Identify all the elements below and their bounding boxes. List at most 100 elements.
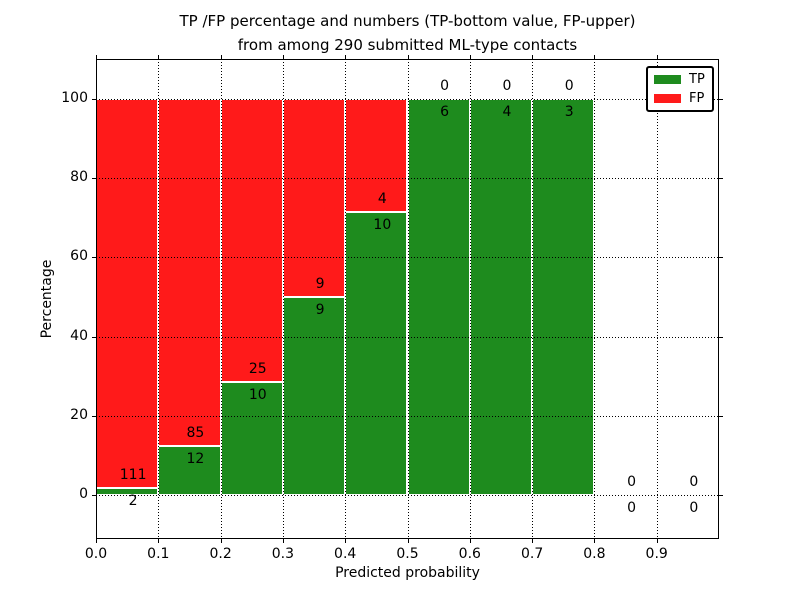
y-axis-label: Percentage [39, 259, 55, 339]
y-tick-label: 100 [61, 89, 88, 106]
vertical-gridline [407, 59, 409, 539]
fp-bar-segment [158, 98, 221, 447]
x-tick-label: 0.5 [396, 546, 419, 562]
y-right-tick-mark [719, 98, 723, 100]
fp-count-label: 0 [502, 77, 512, 94]
x-tick-label: 0.8 [583, 546, 606, 562]
x-tick-label: 0.0 [84, 546, 108, 562]
y-tick-mark [92, 416, 96, 418]
fp-count-label: 111 [119, 467, 147, 484]
y-right-tick-mark [719, 178, 723, 179]
tp-count-label: 9 [315, 302, 325, 319]
x-tick-mark [282, 539, 284, 543]
y-right-tick-mark [719, 416, 723, 418]
vertical-gridline [282, 59, 284, 539]
x-tick-mark [220, 539, 222, 543]
horizontal-gridline [96, 416, 719, 418]
fp-bar-segment [220, 98, 283, 382]
x-top-tick-mark [282, 55, 284, 59]
tp-bar-segment [407, 98, 470, 496]
x-top-tick-mark [469, 55, 471, 59]
tp-count-label: 0 [627, 500, 637, 517]
x-tick-mark [345, 539, 347, 543]
horizontal-gridline [96, 178, 719, 179]
y-tick-label: 40 [70, 327, 88, 344]
fp-count-label: 85 [186, 425, 205, 442]
vertical-gridline [532, 59, 534, 539]
tp-count-label: 2 [128, 493, 138, 510]
tp-count-label: 12 [186, 451, 205, 468]
y-tick-mark [92, 178, 96, 179]
x-tick-mark [407, 539, 409, 543]
x-axis-label: Predicted probability [335, 565, 480, 581]
fp-count-label: 0 [564, 77, 574, 94]
legend: TP FP [646, 66, 714, 112]
y-right-tick-mark [719, 257, 723, 259]
x-top-tick-mark [158, 55, 160, 59]
tp-count-label: 10 [248, 387, 267, 404]
x-tick-label: 0.2 [209, 546, 232, 562]
fp-bar-segment [282, 98, 346, 297]
tp-legend-label: TP [689, 72, 705, 88]
y-tick-label: 60 [70, 248, 88, 265]
x-tick-label: 0.9 [645, 546, 668, 562]
y-right-tick-mark [719, 495, 723, 497]
tp-count-label: 0 [689, 500, 699, 517]
horizontal-gridline [96, 336, 719, 338]
tp-count-label: 4 [502, 103, 512, 120]
x-tick-label: 0.7 [520, 546, 544, 562]
x-tick-mark [96, 539, 97, 543]
horizontal-gridline [96, 98, 719, 100]
vertical-gridline [469, 59, 471, 539]
x-tick-mark [594, 539, 596, 543]
x-top-tick-mark [407, 55, 409, 59]
x-tick-label: 0.4 [334, 546, 357, 562]
tp-bar-segment [282, 297, 346, 496]
chart-title: TP /FP percentage and numbers (TP-bottom… [96, 9, 719, 57]
y-tick-mark [92, 336, 96, 338]
fp-legend-swatch [654, 93, 681, 103]
horizontal-gridline [96, 495, 719, 497]
y-right-tick-mark [719, 336, 723, 338]
y-tick-mark [92, 98, 96, 100]
x-top-tick-mark [656, 55, 658, 59]
y-tick-label: 80 [70, 169, 88, 185]
x-tick-label: 0.3 [271, 546, 295, 562]
y-tick-mark [92, 257, 96, 259]
x-top-tick-mark [96, 55, 97, 59]
x-top-tick-mark [220, 55, 222, 59]
y-tick-mark [92, 495, 96, 497]
tp-bar-segment [469, 98, 533, 496]
plot-area: 111 2 85 12 25 10 9 9 4 10 0 6 0 4 0 3 0 0 0 0 0.0 0.1 0.2 0.3 0… [61, 55, 723, 562]
tp-count-label: 6 [440, 103, 450, 120]
fp-count-label: 0 [627, 474, 637, 491]
chart-title-line1: TP /FP percentage and numbers (TP-bottom… [179, 12, 636, 30]
fp-bar-segment [96, 98, 159, 489]
legend-entry-tp: TP [654, 73, 712, 86]
y-tick-label: 0 [79, 486, 88, 503]
tp-bar-segment [96, 488, 159, 496]
x-tick-label: 0.6 [458, 546, 481, 562]
tp-bar-segment [532, 98, 595, 496]
x-top-tick-mark [345, 55, 347, 59]
x-tick-mark [469, 539, 471, 543]
x-tick-mark [158, 539, 160, 543]
fp-legend-label: FP [689, 90, 705, 106]
tp-legend-swatch [654, 75, 681, 85]
x-top-tick-mark [532, 55, 534, 59]
vertical-gridline [345, 59, 347, 539]
y-tick-label: 20 [70, 407, 88, 424]
chart-title-line2: from among 290 submitted ML-type contact… [237, 36, 578, 54]
vertical-gridline [220, 59, 222, 539]
fp-count-label: 0 [440, 77, 450, 94]
vertical-gridline [594, 59, 596, 539]
tp-count-label: 3 [564, 103, 574, 120]
fp-count-label: 9 [315, 276, 325, 293]
legend-entry-fp: FP [654, 92, 712, 105]
x-tick-mark [656, 539, 658, 543]
fp-count-label: 4 [377, 191, 387, 207]
x-top-tick-mark [594, 55, 596, 59]
horizontal-gridline [96, 257, 719, 259]
vertical-gridline [158, 59, 160, 539]
